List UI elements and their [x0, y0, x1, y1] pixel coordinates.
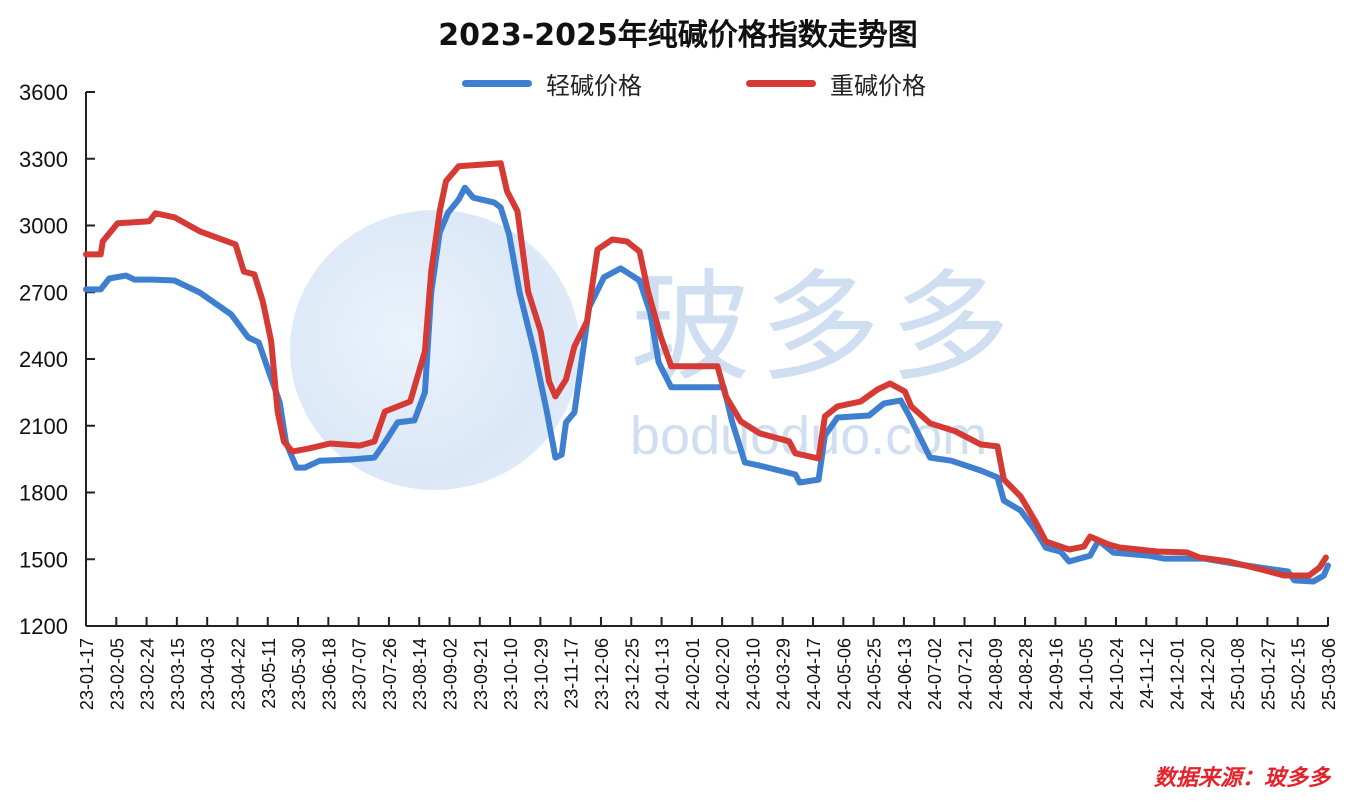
- x-tick-label: 25-02-15: [1289, 638, 1309, 710]
- x-tick-label: 24-02-20: [713, 638, 733, 710]
- legend-item-light: 轻碱价格: [462, 66, 642, 101]
- series-line-heavy-soda: [83, 160, 1329, 579]
- x-tick-label: 24-07-21: [955, 638, 975, 710]
- x-tick-label: 23-07-07: [350, 638, 370, 710]
- x-tick-label: 23-12-06: [592, 638, 612, 710]
- chart-title: 2023-2025年纯碱价格指数走势图: [438, 18, 918, 53]
- x-tick-label: 23-06-18: [319, 638, 339, 710]
- x-tick-label: 24-05-25: [865, 638, 885, 710]
- y-tick-label: 2700: [19, 280, 68, 305]
- x-tick-label: 23-07-26: [380, 638, 400, 710]
- y-tick-label: 2100: [19, 414, 68, 439]
- x-tick-label: 25-01-27: [1258, 638, 1278, 710]
- x-tick-label: 23-02-05: [107, 638, 127, 710]
- x-tick-label: 24-11-12: [1137, 638, 1157, 709]
- x-tick-label: 24-10-05: [1077, 638, 1097, 710]
- y-tick-label: 1500: [19, 547, 68, 572]
- x-tick-label: 23-02-24: [138, 638, 158, 710]
- x-tick-label: 24-08-09: [986, 638, 1006, 710]
- x-tick-label: 23-04-22: [228, 638, 248, 710]
- y-tick-label: 2400: [19, 347, 68, 372]
- x-tick-label: 24-07-02: [925, 638, 945, 710]
- x-tick-label: 23-09-02: [441, 638, 461, 710]
- x-tick-label: 24-01-13: [653, 638, 673, 710]
- x-tick-label: 24-03-10: [743, 638, 763, 710]
- x-tick-label: 24-05-06: [834, 638, 854, 710]
- y-tick-label: 3600: [19, 80, 68, 105]
- x-tick-label: 23-10-10: [501, 638, 521, 710]
- x-tick-label: 23-11-17: [562, 638, 582, 709]
- data-source-label: 数据来源：玻多多: [1153, 765, 1330, 791]
- x-tick-label: 25-03-06: [1319, 638, 1339, 710]
- x-tick-label: 24-12-01: [1168, 638, 1188, 710]
- x-tick-label: 23-09-21: [471, 638, 491, 710]
- x-tick-label: 23-01-17: [77, 638, 97, 710]
- x-tick-label: 24-08-28: [1016, 638, 1036, 710]
- y-tick-label: 3000: [19, 214, 68, 239]
- legend-label-heavy: 重碱价格: [830, 72, 926, 100]
- x-tick-label: 24-06-13: [895, 638, 915, 710]
- x-tick-label: 23-05-11: [259, 638, 279, 709]
- x-tick-label: 23-05-30: [289, 638, 309, 710]
- x-tick-label: 24-04-17: [804, 638, 824, 710]
- x-tick-label: 24-03-29: [774, 638, 794, 710]
- series-line-light-soda: [83, 184, 1331, 585]
- x-tick-label: 24-02-01: [683, 638, 703, 710]
- legend-swatch-heavy: [746, 80, 816, 87]
- legend-item-heavy: 重碱价格: [746, 66, 926, 101]
- legend-swatch-light: [462, 80, 532, 87]
- legend-label-light: 轻碱价格: [546, 72, 642, 100]
- x-tick-label: 25-01-08: [1228, 638, 1248, 710]
- legend: 轻碱价格 重碱价格: [0, 66, 1356, 100]
- x-tick-label: 23-10-29: [531, 638, 551, 710]
- y-tick-label: 3300: [19, 147, 68, 172]
- x-tick-label: 23-03-15: [168, 638, 188, 710]
- x-tick-label: 24-09-16: [1046, 638, 1066, 710]
- y-tick-label: 1800: [19, 481, 68, 506]
- x-tick-label: 23-08-14: [410, 638, 430, 710]
- x-tick-label: 24-10-24: [1107, 638, 1127, 710]
- x-tick-label: 24-12-20: [1198, 638, 1218, 710]
- x-tick-label: 23-04-03: [198, 638, 218, 710]
- x-tick-label: 23-12-25: [622, 638, 642, 710]
- y-tick-label: 1200: [19, 614, 68, 639]
